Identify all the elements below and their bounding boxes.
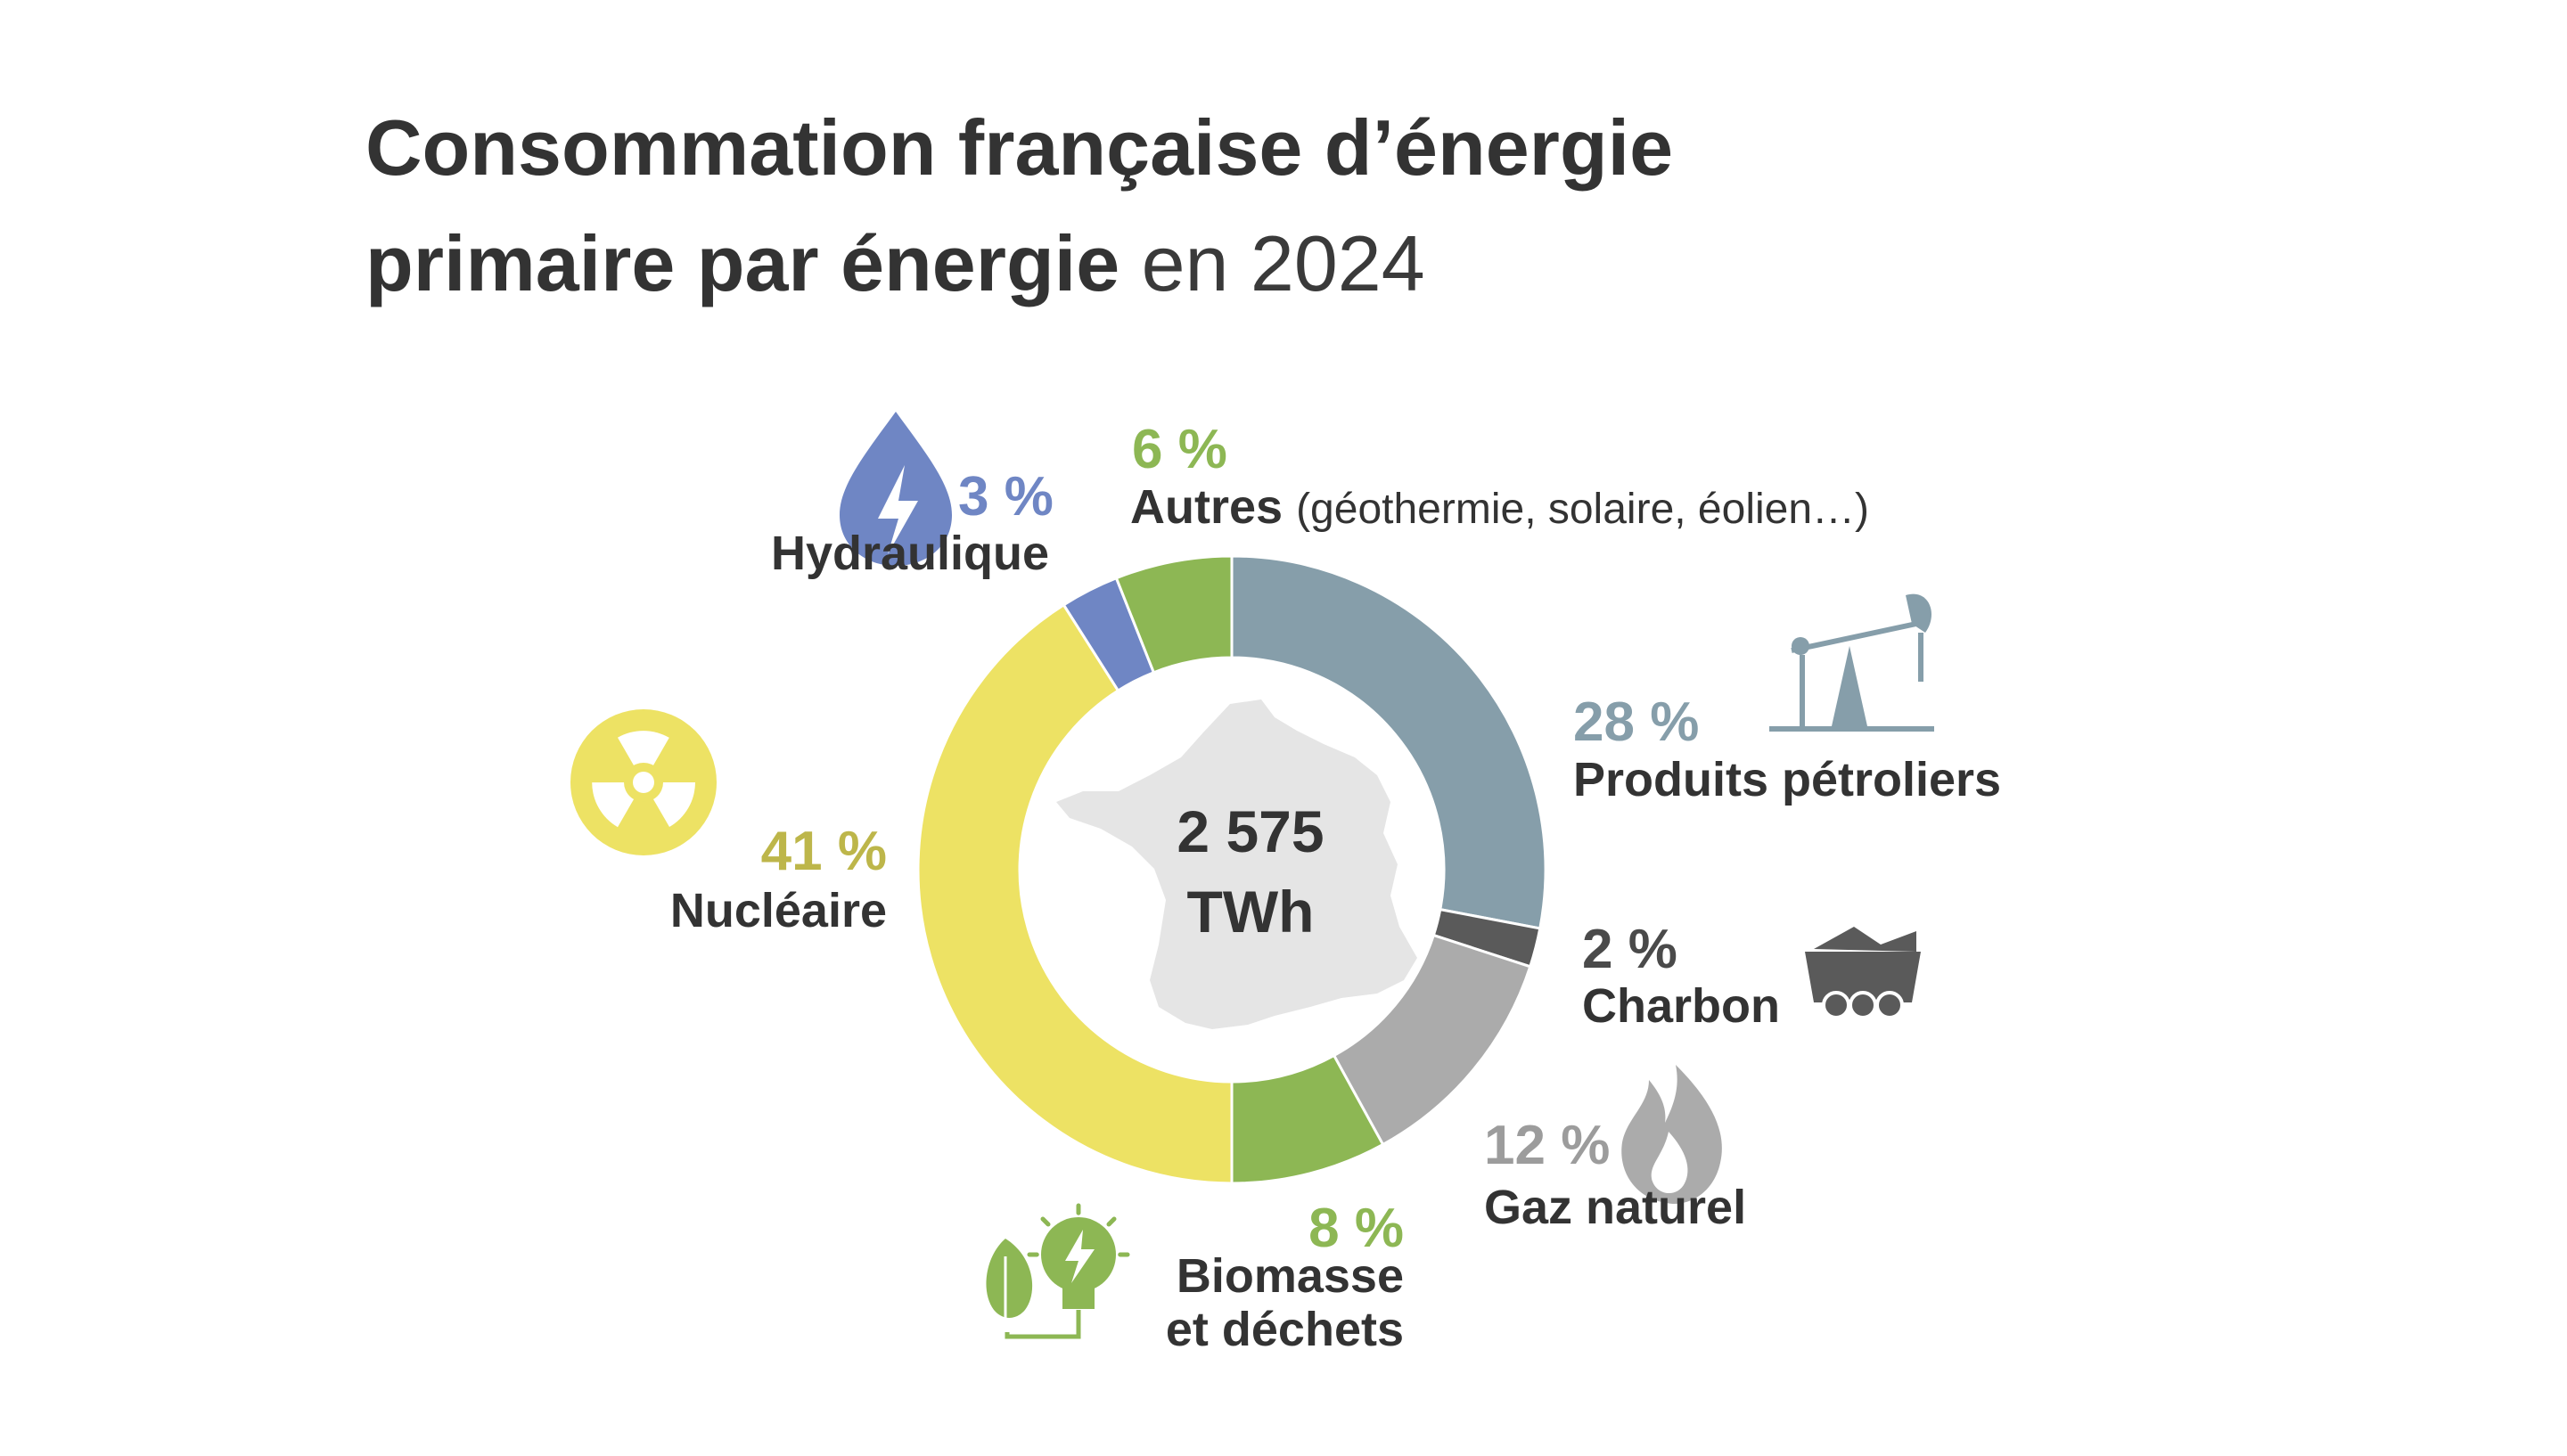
center-total-unit: TWh <box>1186 879 1315 945</box>
chart-title: Consommation française d’énergie <box>365 103 1674 192</box>
pct-label-gaz: 12 % <box>1484 1115 1611 1176</box>
label-nucleaire: Nucléaire <box>669 884 887 937</box>
slice-nucleaire <box>916 602 1234 1185</box>
pct-label-autres: 6 % <box>1132 419 1227 480</box>
pct-label-nucleaire: 41 % <box>760 821 887 882</box>
leaf-bulb-icon <box>986 1203 1130 1339</box>
chart-title-suffix: en 2024 <box>1141 219 1425 307</box>
chart-title-line-2: primaire par énergie en 2024 <box>365 225 1425 303</box>
label-hydraulique: Hydraulique <box>771 527 1050 580</box>
coal-wagon-icon <box>1805 927 1921 1019</box>
slice-petrole <box>1230 554 1547 930</box>
pct-label-petrole: 28 % <box>1573 691 1700 753</box>
flame-icon <box>1621 1065 1722 1205</box>
radiation-icon <box>570 709 717 855</box>
pct-label-hydraulique: 3 % <box>958 466 1054 528</box>
water-drop-bolt-icon <box>840 412 952 566</box>
label-charbon: Charbon <box>1582 979 1780 1033</box>
label-petrole: Produits pétroliers <box>1573 753 2002 806</box>
chart-title-line-2-bold: primaire par énergie <box>365 219 1120 307</box>
label-autres-detail: (géothermie, solaire, éolien…) <box>1296 486 1870 533</box>
label-autres-name: Autres <box>1130 480 1284 534</box>
label-autres: Autres (géothermie, solaire, éolien…) <box>1130 483 1869 531</box>
center-total-value: 2 575 <box>1177 798 1325 864</box>
france-map <box>1056 699 1417 1029</box>
pct-label-biomasse: 8 % <box>1308 1198 1404 1259</box>
label-gaz: Gaz naturel <box>1484 1181 1747 1234</box>
slice-autres <box>1114 554 1234 675</box>
label-biomasse-line-2: et déchets <box>1165 1303 1404 1356</box>
label-biomasse: Biomasse <box>1176 1249 1404 1303</box>
pct-label-charbon: 2 % <box>1582 919 1677 980</box>
oil-pump-icon <box>1769 593 1934 732</box>
